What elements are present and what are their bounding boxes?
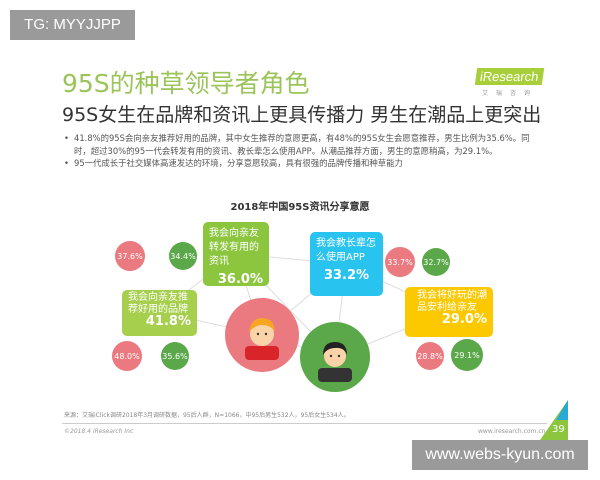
female-avatar-icon [225,298,299,372]
page-corner-decoration [540,400,568,440]
box-value: 41.8% [145,314,191,329]
female-percent-circle: 37.6% [115,241,145,271]
watermark-top-left: TG: MYYJJPP [10,10,135,40]
copyright: ©2018.4 iResearch Inc [64,428,134,435]
female-percent-circle: 48.0% [112,341,142,371]
male-percent-circle: 32.7% [422,248,450,276]
box-label: 我会向亲友转发有用的资讯 [209,228,259,267]
watermark-bottom-right: www.webs-kyun.com [412,440,588,470]
box-forward-info: 我会向亲友转发有用的资讯 36.0% [203,222,269,287]
logo-subtext: 艾瑞咨询 [482,90,539,97]
chart-title: 2018年中国95S资讯分享意愿 [230,202,370,213]
box-value: 36.0% [217,272,263,287]
male-avatar-icon [300,322,370,392]
page-number: 39 [552,424,565,435]
box-value: 29.0% [441,312,487,327]
footer-divider [62,423,547,424]
iresearch-logo: iResearch 艾瑞咨询 [474,68,544,97]
male-percent-circle: 35.6% [161,342,189,370]
bullet-item: 95一代成长于社交媒体高速发达的环境，分享意愿较高，具有很强的品牌传播和种草能力 [64,157,544,170]
bullet-item: 41.8%的95S会向亲友推荐好用的品牌，其中女生推荐的意愿更高，有48%的95… [64,132,544,157]
male-percent-circle: 29.1% [451,339,483,371]
box-value: 33.2% [323,268,370,283]
footer-url: www.iresearch.com.cn [478,428,546,435]
source-note: 来源：艾瑞iClick调研2018年3月调研数据，95后人群，N=1066，中9… [64,412,350,419]
box-teach-app: 我会教长辈怎么使用APP 33.2% [310,232,383,296]
box-label: 我会教长辈怎么使用APP [316,238,376,263]
box-recommend-brand: 我会向亲友推荐好用的品牌 41.8% [122,290,197,336]
page-subtitle: 95S女生在品牌和资讯上更具传播力 男生在潮品上更突出 [62,104,542,126]
female-percent-circle: 33.7% [385,247,415,277]
logo-text: iResearch [474,68,544,85]
box-label: 我会将好玩的潮品安利给亲友 [417,290,487,313]
female-percent-circle: 28.8% [416,342,444,370]
box-label: 我会向亲友推荐好用的品牌 [128,292,188,315]
box-share-trendy: 我会将好玩的潮品安利给亲友 29.0% [405,287,493,337]
male-percent-circle: 34.4% [169,242,197,270]
page-title: 95S的种草领导者角色 [62,69,310,98]
bullet-list: 41.8%的95S会向亲友推荐好用的品牌，其中女生推荐的意愿更高，有48%的95… [64,132,544,170]
